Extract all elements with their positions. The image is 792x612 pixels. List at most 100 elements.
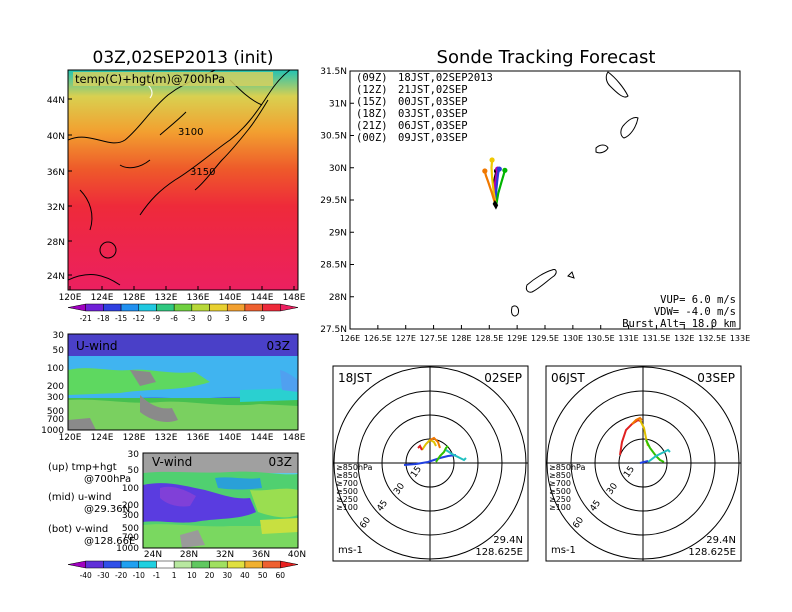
lat-tick-label: 36N [252, 550, 270, 560]
colorbar-tick-label: 60 [276, 571, 286, 580]
temp-panel-label: temp(C)+hgt(m)@700hPa [75, 72, 225, 86]
track-lat-axis: 31.5N 31N 30.5N 30N 29.5N 29N 28.5N 28N 27.5N [320, 67, 354, 335]
colorbar-swatch [138, 560, 157, 569]
colorbar-tick-label: 9 [260, 314, 265, 323]
hodo-time: 18JST [338, 371, 372, 385]
lon-tick-label: 132E [155, 433, 178, 443]
pressure-tick-label: 700 [122, 533, 139, 543]
colorbar-swatch [280, 303, 299, 312]
hodo-lat: 29.4N [493, 535, 523, 546]
colorbar-swatch [209, 303, 228, 312]
track-end-point [502, 167, 508, 173]
legend-code: (09Z) [356, 72, 388, 84]
left-title: 03Z,02SEP2013 (init) [93, 48, 274, 68]
lat-tick-label: 40N [288, 550, 306, 560]
track-lon-tick-label: 126E [340, 334, 360, 343]
colorbar-swatch [103, 303, 122, 312]
param-vup: VUP= 6.0 m/s [660, 294, 736, 306]
hodo-unit: ms-1 [338, 545, 363, 556]
launch-point [492, 200, 499, 210]
pressure-tick-label: 500 [122, 524, 139, 534]
hodo-ring [618, 438, 668, 488]
colorbar-tick-label: -10 [133, 571, 145, 580]
colorbar-tick-label: -21 [80, 314, 92, 323]
colorbar-tick-label: 10 [187, 571, 197, 580]
track-end-point [496, 166, 502, 172]
colorbar-swatch [191, 560, 210, 569]
v-wind-lat-axis: 24N 28N 32N 36N 40N [144, 550, 306, 560]
note-up-line2: @700hPa [84, 474, 131, 485]
track-series-line [494, 170, 506, 207]
hodo-legend-entry: ≥850 [549, 471, 571, 480]
hodo-ring [333, 366, 527, 560]
right-title: Sonde Tracking Forecast [437, 47, 656, 68]
hodo-lon: 128.625E [688, 547, 736, 558]
lon-tick-label: 124E [91, 293, 114, 303]
lat-tick-label: 44N [47, 96, 65, 106]
colorbar-swatch [120, 560, 140, 569]
pressure-tick-label: 50 [53, 346, 65, 356]
lat-tick-label: 24N [144, 550, 162, 560]
hodo-lon: 128.625E [475, 547, 523, 558]
track-lon-tick-label: 129.5E [531, 334, 559, 343]
track-series-line [490, 159, 498, 207]
legend-code: (12Z) [356, 84, 388, 96]
lon-tick-label: 136E [187, 433, 210, 443]
colorbar-swatch [244, 303, 263, 312]
lon-tick-label: 144E [251, 433, 274, 443]
colorbar-tick-label: -40 [80, 571, 92, 580]
legend-code: (21Z) [356, 120, 388, 132]
lat-tick-label: 24N [47, 272, 65, 282]
track-series-line [494, 168, 501, 207]
track-end-point [489, 157, 495, 163]
temperature-map: 3100 3150 temp(C)+hgt(m)@700hPa [67, 69, 299, 291]
hodo-legend-entry: ≥850 [336, 471, 358, 480]
lon-tick-label: 140E [219, 433, 242, 443]
hodo-legend-entry: ≥850hPa [549, 463, 586, 472]
colorbar-tick-label: -18 [97, 314, 109, 323]
u-wind-label: U-wind [76, 339, 117, 353]
colorbar-swatch [191, 303, 210, 312]
lat-tick-label: 28N [180, 550, 198, 560]
colorbar-tick-label: 6 [243, 314, 248, 323]
note-bot-line2: @128.66E [84, 536, 135, 547]
track-lon-tick-label: 129E [507, 334, 527, 343]
hodo-legend-entry: ≥100 [549, 503, 571, 512]
colorbar-tick-label: -9 [153, 314, 161, 323]
hodo-legend-entry: ≥500 [549, 487, 571, 496]
legend-text: 03JST,03SEP [398, 108, 468, 120]
pressure-tick-label: 500 [47, 407, 64, 417]
note-mid-line2: @29.36N [84, 504, 130, 515]
island-outline [620, 117, 639, 139]
legend-text: 21JST,02SEP [398, 84, 468, 96]
track-lon-tick-label: 133E [730, 334, 750, 343]
colorbar-swatch [173, 560, 193, 569]
legend-text: 09JST,03SEP [398, 132, 468, 144]
left-notes: (up) tmp+hgt @700hPa (mid) u-wind @29.36… [48, 462, 135, 547]
colorbar-swatch [85, 560, 104, 569]
lon-tick-label: 128E [123, 293, 146, 303]
pressure-tick-label: 1000 [41, 426, 64, 436]
u-wind-time: 03Z [267, 339, 291, 353]
hodo-date: 03SEP [697, 371, 735, 385]
pressure-tick-label: 100 [47, 364, 64, 374]
lon-tick-label: 148E [283, 293, 306, 303]
temp-lat-axis: 44N 40N 36N 32N 28N 24N [47, 96, 72, 282]
hodo-legend-entry: ≥700 [336, 479, 358, 488]
track-lon-tick-label: 132.5E [698, 334, 726, 343]
island-outline [605, 71, 629, 98]
track-lat-tick-label: 29.5N [320, 196, 347, 206]
track-lon-tick-label: 127.5E [420, 334, 448, 343]
colorbar-tick-label: 3 [225, 314, 230, 323]
hodo-ring [381, 414, 479, 512]
island-outline [567, 271, 575, 279]
lon-tick-label: 132E [155, 293, 178, 303]
colorbar-tick-label: -15 [115, 314, 127, 323]
colorbar-tick-label: -30 [97, 571, 109, 580]
legend-text: 18JST,02SEP2013 [398, 72, 493, 84]
colorbar-swatch [226, 303, 246, 312]
colorbar-tick-label: -6 [170, 314, 178, 323]
colorbar-swatch [244, 560, 263, 569]
hodograph-18jst: 18JST 02SEP 29.4N 128.625E ms-1 15304560… [332, 365, 529, 562]
